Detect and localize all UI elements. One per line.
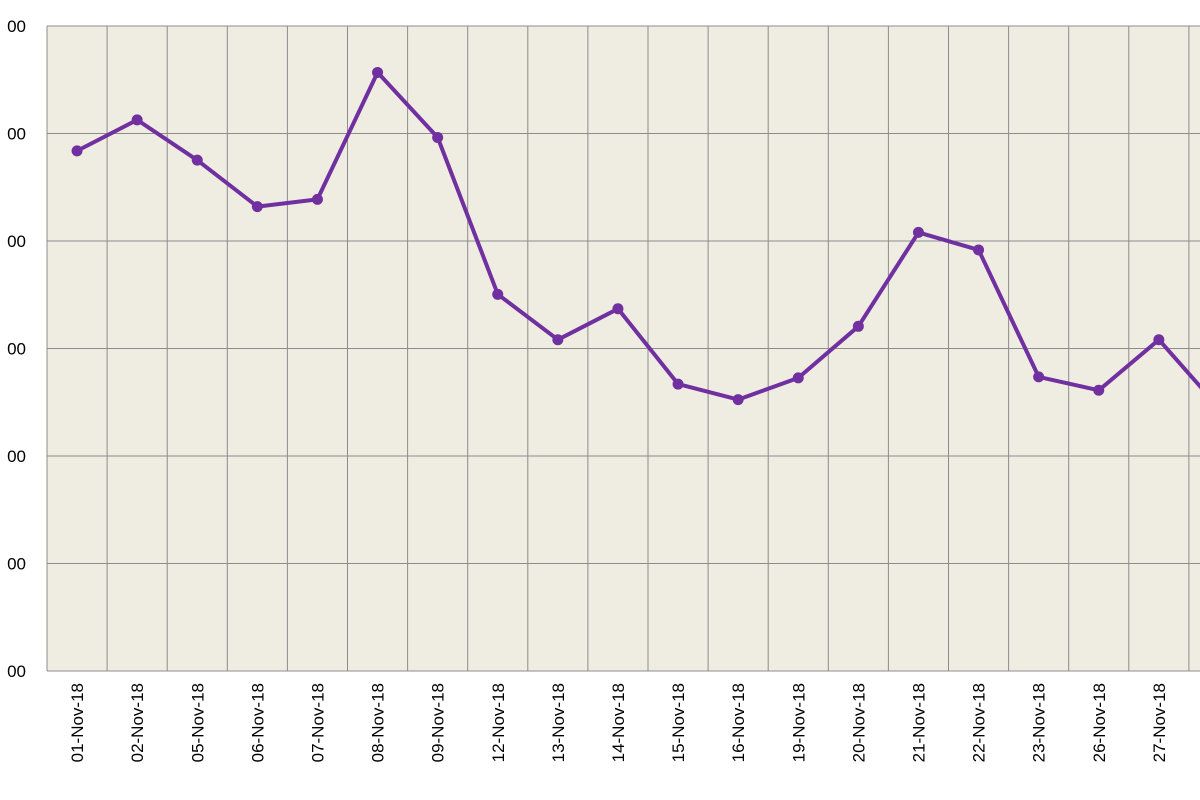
data-point bbox=[852, 320, 864, 332]
x-tick-label: 12-Nov-18 bbox=[489, 683, 508, 762]
data-points bbox=[71, 66, 1165, 406]
series-line bbox=[75, 70, 1200, 402]
data-point bbox=[1093, 384, 1105, 396]
data-point bbox=[973, 244, 985, 256]
data-point bbox=[672, 378, 684, 390]
data-point bbox=[432, 131, 444, 143]
x-tick-label: 13-Nov-18 bbox=[549, 683, 568, 762]
x-tick-label: 02-Nov-18 bbox=[128, 683, 147, 762]
x-tick-label: 15-Nov-18 bbox=[669, 683, 688, 762]
x-axis-ticks: 01-Nov-18 02-Nov-18 05-Nov-18 06-Nov-18 07-N… bbox=[68, 683, 1169, 762]
data-point bbox=[251, 201, 263, 213]
x-tick-label: 05-Nov-18 bbox=[188, 683, 207, 762]
x-tick-label: 16-Nov-18 bbox=[729, 683, 748, 762]
y-tick-label: 00 bbox=[7, 447, 26, 466]
y-tick-label: 00 bbox=[7, 232, 26, 251]
data-point bbox=[732, 394, 744, 406]
x-tick-label: 22-Nov-18 bbox=[970, 683, 989, 762]
data-point bbox=[1033, 371, 1045, 383]
x-tick-label: 26-Nov-18 bbox=[1090, 683, 1109, 762]
data-point bbox=[311, 193, 323, 205]
x-tick-label: 14-Nov-18 bbox=[609, 683, 628, 762]
data-point bbox=[372, 66, 384, 78]
x-tick-label: 01-Nov-18 bbox=[68, 683, 87, 762]
x-tick-label: 07-Nov-18 bbox=[308, 683, 327, 762]
data-point bbox=[1153, 334, 1165, 346]
data-point bbox=[552, 334, 564, 346]
data-point bbox=[912, 226, 924, 238]
x-tick-label: 19-Nov-18 bbox=[789, 683, 808, 762]
y-axis-ticks: 00 00 00 00 00 00 00 bbox=[7, 17, 26, 681]
x-tick-label: 08-Nov-18 bbox=[369, 683, 388, 762]
x-tick-label: 21-Nov-18 bbox=[909, 683, 928, 762]
x-tick-label: 23-Nov-18 bbox=[1030, 683, 1049, 762]
x-tick-label: 06-Nov-18 bbox=[248, 683, 267, 762]
y-tick-label: 00 bbox=[7, 555, 26, 574]
y-tick-label: 00 bbox=[7, 662, 26, 681]
y-tick-label: 00 bbox=[7, 125, 26, 144]
data-point bbox=[131, 114, 143, 126]
data-point bbox=[612, 303, 624, 315]
data-point bbox=[492, 288, 504, 300]
x-tick-label: 20-Nov-18 bbox=[849, 683, 868, 762]
data-point bbox=[792, 372, 804, 384]
x-tick-label: 09-Nov-18 bbox=[429, 683, 448, 762]
x-tick-label: 27-Nov-18 bbox=[1150, 683, 1169, 762]
data-point bbox=[191, 154, 203, 166]
y-tick-label: 00 bbox=[7, 17, 26, 36]
y-tick-label: 00 bbox=[7, 340, 26, 359]
data-point bbox=[71, 145, 83, 157]
